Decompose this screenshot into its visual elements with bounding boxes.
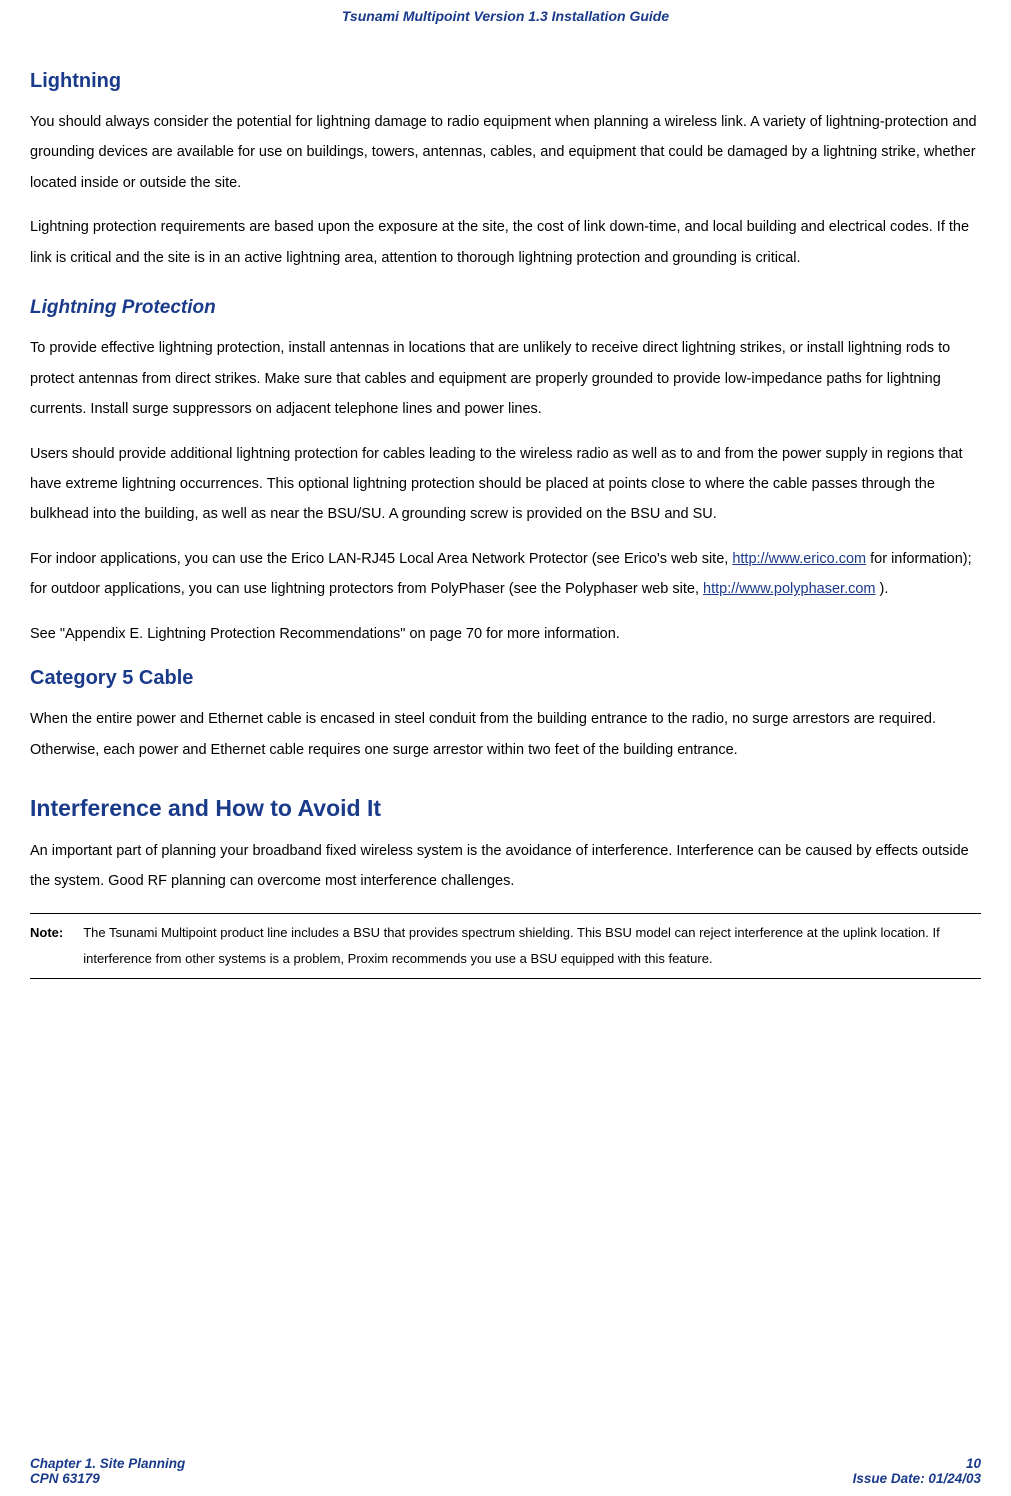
para-cat5-1: When the entire power and Ethernet cable… (30, 704, 981, 765)
note-label: Note: (30, 920, 83, 972)
para-lp-3-post: ). (876, 581, 889, 597)
page-footer: Chapter 1. Site Planning CPN 63179 10 Is… (30, 1456, 981, 1486)
header-title: Tsunami Multipoint Version 1.3 Installat… (342, 8, 669, 24)
page-content: Lightning You should always consider the… (30, 24, 981, 979)
note-box: Note: The Tsunami Multipoint product lin… (30, 913, 981, 979)
heading-interference: Interference and How to Avoid It (30, 795, 981, 822)
para-lightning-1: You should always consider the potential… (30, 107, 981, 198)
para-interference-1: An important part of planning your broad… (30, 836, 981, 897)
para-lp-3-pre: For indoor applications, you can use the… (30, 551, 732, 567)
page-container: Tsunami Multipoint Version 1.3 Installat… (0, 0, 1011, 1496)
note-text: The Tsunami Multipoint product line incl… (83, 920, 981, 972)
heading-lightning: Lightning (30, 70, 981, 93)
para-lp-1: To provide effective lightning protectio… (30, 333, 981, 424)
link-erico[interactable]: http://www.erico.com (732, 551, 866, 567)
link-polyphaser[interactable]: http://www.polyphaser.com (703, 581, 875, 597)
page-header: Tsunami Multipoint Version 1.3 Installat… (30, 0, 981, 24)
heading-lightning-protection: Lightning Protection (30, 297, 981, 319)
para-lp-4: See "Appendix E. Lightning Protection Re… (30, 619, 981, 649)
footer-cpn: CPN 63179 (30, 1471, 185, 1486)
footer-chapter: Chapter 1. Site Planning (30, 1456, 185, 1471)
footer-right: 10 Issue Date: 01/24/03 (853, 1456, 981, 1486)
footer-left: Chapter 1. Site Planning CPN 63179 (30, 1456, 185, 1486)
para-lp-3: For indoor applications, you can use the… (30, 544, 981, 605)
para-lp-2: Users should provide additional lightnin… (30, 439, 981, 530)
footer-page-number: 10 (853, 1456, 981, 1471)
para-lightning-2: Lightning protection requirements are ba… (30, 212, 981, 273)
footer-issue-date: Issue Date: 01/24/03 (853, 1471, 981, 1486)
heading-cat5: Category 5 Cable (30, 667, 981, 690)
